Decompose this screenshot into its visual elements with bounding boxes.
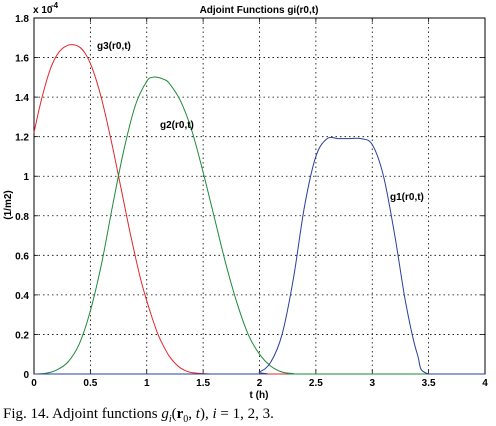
chart-title: Adjoint Functions gi(r0,t) (200, 5, 319, 16)
y-exponent-power: -4 (51, 1, 59, 10)
y-tick-label: 1.8 (15, 14, 29, 25)
caption-t: t (195, 406, 200, 422)
caption-close: ), (199, 406, 213, 422)
series-line-g1 (33, 136, 486, 375)
series-lines (33, 44, 486, 375)
y-axis-exponent: x 10 -4 (33, 1, 59, 16)
y-axis-label: (1/m2) (3, 190, 14, 219)
annotation-g1: g1(r0,t) (390, 192, 424, 203)
y-tick-label: 1.4 (15, 93, 29, 104)
y-exponent-base: x 10 (33, 5, 53, 16)
y-tick-labels: 0 0.2 0.4 0.6 0.8 1 1.2 1.4 1.6 1.8 (15, 14, 29, 381)
y-tick-label: 0 (23, 370, 29, 381)
x-tick-labels: 0 0.5 1 1.5 2 2.5 3 3.5 4 (31, 378, 488, 389)
annotation-g3: g3(r0,t) (97, 41, 131, 52)
y-tick-label: 0.4 (15, 291, 29, 302)
y-tick-label: 0.2 (15, 330, 29, 341)
x-tick-label: 2 (257, 378, 263, 389)
caption-i: i (212, 406, 217, 422)
y-tick-label: 1.2 (15, 133, 29, 144)
y-tick-label: 1 (23, 172, 29, 183)
caption-sub-0: 0 (183, 414, 189, 425)
x-tick-label: 3 (369, 378, 375, 389)
x-axis-label: t (h) (250, 390, 269, 401)
caption-middle: , (188, 406, 196, 422)
caption-sub-i: i (168, 414, 172, 425)
series-line-g2 (33, 76, 486, 375)
x-tick-label: 1 (144, 378, 150, 389)
caption-g: g (161, 406, 169, 422)
caption-open: ( (171, 406, 177, 422)
adjoint-functions-chart: Adjoint Functions gi(r0,t) x 10 -4 0 0.5 1… (3, 1, 488, 401)
caption-suffix: = 1, 2, 3. (216, 406, 274, 422)
x-tick-label: 4 (482, 378, 488, 389)
y-tick-label: 0.8 (15, 212, 29, 223)
x-tick-label: 2.5 (309, 378, 323, 389)
annotation-g2: g2(r0,t) (160, 120, 194, 131)
grid-lines (34, 18, 485, 374)
y-tick-label: 0.6 (15, 251, 29, 262)
caption-r: r (176, 406, 184, 422)
x-tick-label: 0 (31, 378, 37, 389)
x-tick-label: 3.5 (422, 378, 436, 389)
caption-prefix: Fig. 14. Adjoint functions (3, 406, 162, 422)
x-tick-label: 0.5 (83, 378, 97, 389)
y-tick-label: 1.6 (15, 54, 29, 65)
x-tick-label: 1.5 (196, 378, 210, 389)
figure-caption: Fig. 14. Adjoint functions gi(r0, t), i … (3, 406, 274, 425)
